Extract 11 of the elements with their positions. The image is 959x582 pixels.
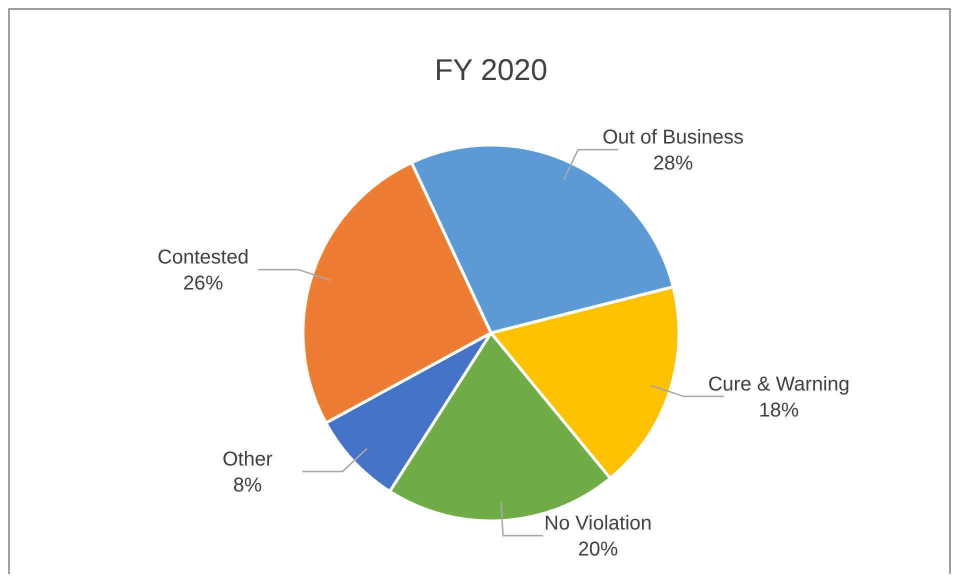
slice-label: No Violation [544, 512, 652, 535]
data-label: 28% [653, 152, 694, 175]
data-label: 26% [183, 272, 224, 295]
data-label: 8% [233, 474, 262, 496]
slice-label: Cure & Warning [708, 373, 850, 396]
data-label: 18% [758, 399, 800, 422]
slice-label: Other [222, 448, 273, 470]
slice-label: Out of Business [602, 126, 744, 149]
slice-label: Contested [158, 246, 249, 269]
chart-title: FY 2020 [434, 54, 548, 87]
data-label: 20% [578, 538, 618, 561]
